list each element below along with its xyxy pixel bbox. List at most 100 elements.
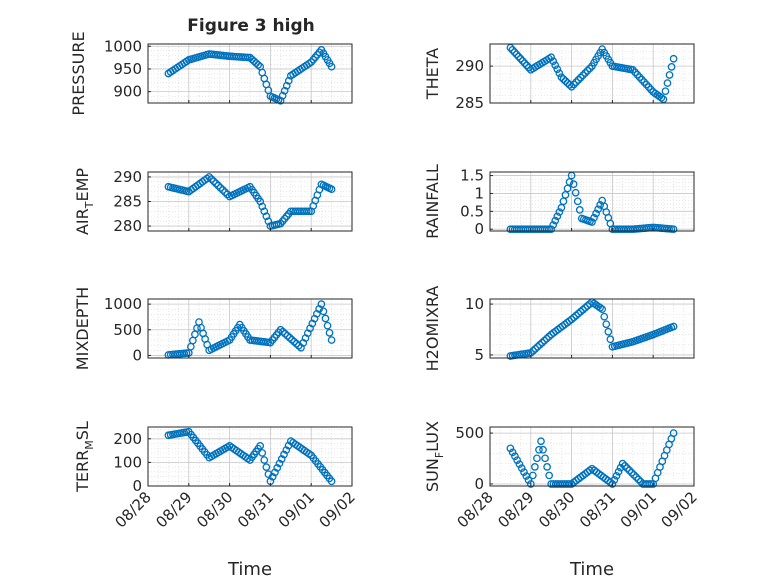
y-tick-label: 0.5 [460,202,484,220]
y-tick-label: 285 [455,94,484,112]
data-point [570,313,578,322]
data-point [669,322,678,331]
y-tick-label: 0 [132,477,142,495]
data-point [583,302,592,310]
subplot-h2omixra: 5 10 H2OMIXRA [423,286,695,371]
data-point [542,334,551,343]
data-point [543,225,551,234]
data-point [545,332,553,341]
data-point [508,46,517,54]
y-axis-label: RAINFALL [423,164,442,239]
x-tick-label: 08/28 [454,488,497,531]
data-point [576,307,585,316]
subplot-mixdepth: 0 500 1000 MIXDEPTH [73,287,353,370]
data-point [327,62,336,71]
axes-box [147,298,353,359]
data-point [549,57,558,66]
y-tick-label: 200 [113,430,142,448]
data-point [559,75,568,83]
data-point [608,480,617,488]
data-point [661,87,670,96]
data-point [553,65,562,74]
data-point [323,321,332,330]
data-point [576,73,585,82]
data-point [570,80,578,89]
data-point [271,468,279,477]
data-point [531,463,539,471]
data-point [567,315,576,324]
data-point [512,50,521,59]
data-point [319,307,328,316]
y-axis-label: SUNFLUX [423,421,446,492]
data-point [583,66,592,75]
x-axis-label: Time [569,559,614,580]
y-tick-label: 10 [465,295,484,313]
data-point [212,179,220,188]
y-tick-label: 280 [113,217,142,235]
data-point [510,48,519,56]
data-point [216,183,225,192]
y-tick-label: 1000 [104,295,142,313]
data-point [545,471,554,480]
x-tick-label: 08/30 [535,488,578,531]
data-point [260,456,269,464]
data-point [275,459,284,468]
data-point [663,79,672,87]
x-tick-label: 09/02 [658,488,701,531]
y-tick-label: 0 [474,220,484,238]
data-series [164,427,336,486]
data-point [258,449,267,457]
y-axis-label: AIRTEMP [73,168,96,235]
data-point [592,209,600,218]
data-point [636,477,645,486]
data-point [218,186,227,194]
data-point [669,225,678,234]
data-point [535,445,543,454]
data-point [321,314,330,323]
data-point [276,325,285,334]
y-axis-label: PRESSURE [69,31,88,115]
data-point [557,73,566,82]
x-tick-label: 08/29 [152,488,195,531]
x-tick-label: 08/31 [234,488,277,531]
y-axis-label: THETA [423,48,442,100]
data-point [634,475,643,484]
axes-box [489,426,695,487]
data-point [573,197,582,206]
data-point [547,225,556,234]
data-point [205,173,214,181]
data-point [549,221,558,229]
subplot-theta: 285 290 THETA [423,43,695,112]
data-point [588,218,596,226]
data-point [630,471,638,479]
data-point [260,207,269,216]
data-point [514,52,523,61]
x-axis-label: Time [227,559,272,580]
data-point [283,331,292,340]
data-point [506,444,515,453]
data-point [288,335,296,344]
data-point [537,437,545,446]
subplot-pressure: 900 950 1000 PRESSURE [69,31,353,116]
data-series [506,43,678,104]
data-point [327,477,336,486]
data-point [262,212,271,221]
data-point [606,335,615,344]
data-point [604,327,613,336]
data-point [290,337,299,346]
y-axis-label: MIXDEPTH [73,287,92,370]
data-point [575,206,584,214]
data-point [264,217,273,226]
y-axis-label: TERRMSL [73,421,96,493]
data-point [540,336,549,345]
data-point [618,459,627,468]
data-point [214,181,223,190]
data-point [327,185,336,194]
data-point [555,69,564,78]
data-point [600,312,609,321]
x-tick-label: 08/29 [494,488,537,531]
data-point [524,476,533,484]
data-point [258,202,267,211]
y-tick-label: 5 [474,346,484,364]
axes-box [147,426,353,487]
